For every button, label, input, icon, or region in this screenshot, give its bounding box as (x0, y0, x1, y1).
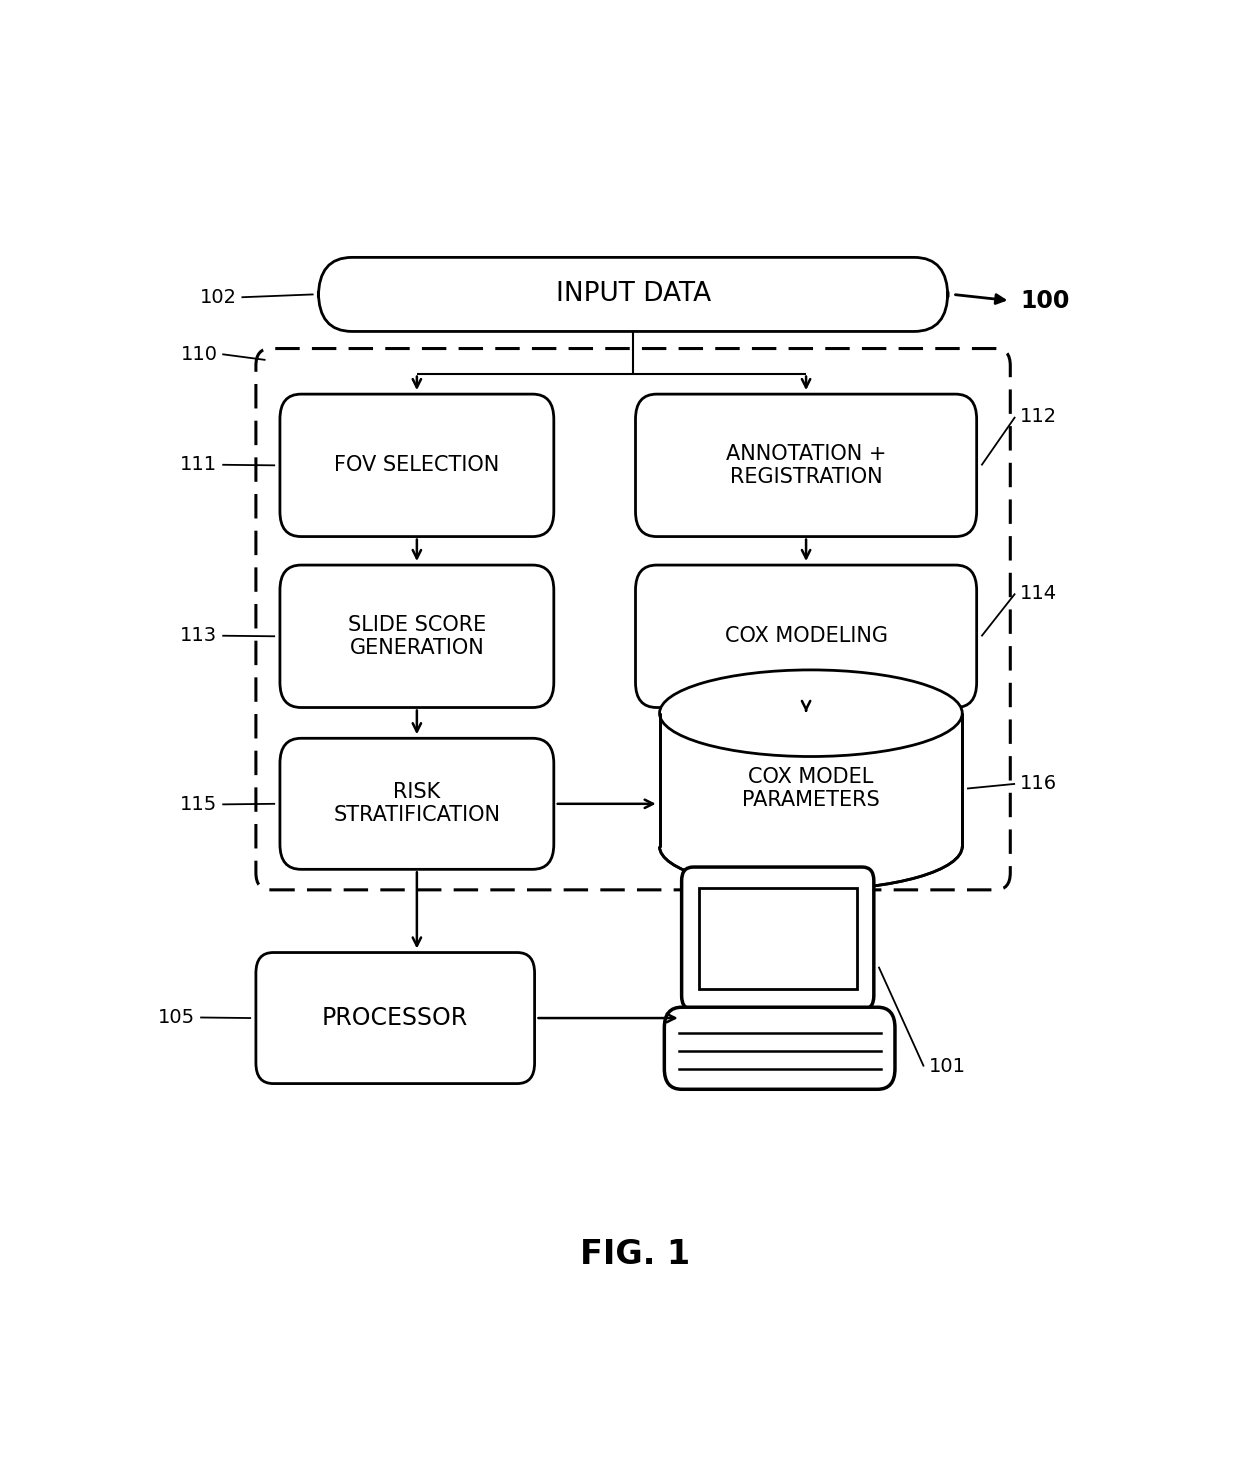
FancyBboxPatch shape (665, 1008, 895, 1089)
Text: PROCESSOR: PROCESSOR (322, 1006, 469, 1030)
Text: 102: 102 (200, 287, 237, 306)
Bar (660, 713, 962, 847)
Text: 116: 116 (1019, 774, 1056, 793)
Text: 111: 111 (180, 456, 217, 474)
Text: 115: 115 (180, 795, 217, 814)
Bar (660, 713, 962, 847)
FancyBboxPatch shape (280, 394, 554, 537)
FancyBboxPatch shape (635, 565, 977, 707)
Text: SLIDE SCORE
GENERATION: SLIDE SCORE GENERATION (347, 614, 486, 659)
FancyBboxPatch shape (255, 953, 534, 1083)
Text: FIG. 1: FIG. 1 (580, 1239, 691, 1271)
Text: COX MODEL
PARAMETERS: COX MODEL PARAMETERS (742, 767, 879, 810)
Text: COX MODELING: COX MODELING (724, 626, 888, 647)
Text: FOV SELECTION: FOV SELECTION (335, 456, 500, 475)
Ellipse shape (660, 670, 962, 756)
Text: 105: 105 (159, 1008, 196, 1027)
FancyBboxPatch shape (682, 867, 874, 1009)
FancyBboxPatch shape (280, 565, 554, 707)
Text: 113: 113 (180, 626, 217, 645)
Ellipse shape (660, 670, 962, 756)
Text: 112: 112 (1019, 407, 1056, 426)
FancyBboxPatch shape (319, 258, 947, 332)
Text: INPUT DATA: INPUT DATA (556, 281, 711, 308)
Text: 100: 100 (1019, 289, 1069, 312)
FancyBboxPatch shape (635, 394, 977, 537)
Text: 114: 114 (1019, 585, 1056, 602)
Text: ANNOTATION +
REGISTRATION: ANNOTATION + REGISTRATION (725, 444, 887, 487)
FancyBboxPatch shape (699, 888, 857, 989)
Text: 110: 110 (181, 345, 217, 364)
Text: 101: 101 (929, 1057, 966, 1076)
FancyBboxPatch shape (280, 739, 554, 869)
Text: RISK
STRATIFICATION: RISK STRATIFICATION (334, 783, 501, 826)
